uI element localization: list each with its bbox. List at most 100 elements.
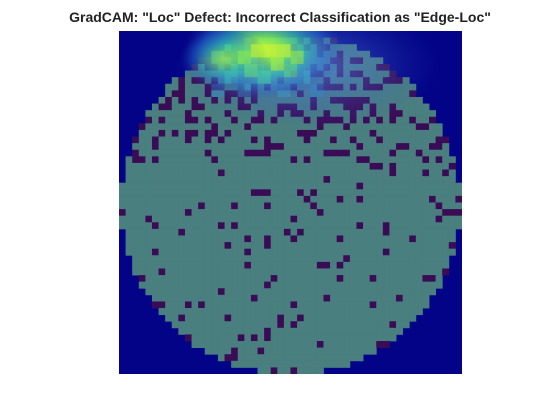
die-cell [277, 348, 284, 355]
die-defect-cell [337, 150, 344, 157]
die-cell [172, 170, 179, 177]
die-cell [356, 150, 363, 157]
die-cell [271, 170, 278, 177]
die-cell [277, 275, 284, 282]
heat-block [238, 51, 251, 64]
die-cell [396, 229, 403, 236]
die-cell [198, 308, 205, 315]
die-defect-cell [264, 334, 271, 341]
die-cell [337, 282, 344, 289]
die-cell [165, 268, 172, 275]
die-cell [284, 341, 291, 348]
die-cell [271, 150, 278, 157]
die-defect-cell [436, 137, 443, 144]
die-cell [251, 255, 258, 262]
die-cell [422, 104, 429, 111]
die-cell [284, 222, 291, 229]
die-cell [205, 321, 212, 328]
die-cell [159, 275, 166, 282]
die-cell [205, 249, 212, 256]
die-cell [218, 150, 225, 157]
die-cell [238, 123, 245, 130]
die-cell [317, 249, 324, 256]
die-cell [317, 301, 324, 308]
die-cell [238, 282, 245, 289]
die-cell [277, 130, 284, 137]
die-cell [218, 209, 225, 216]
die-cell [165, 163, 172, 170]
die-cell [178, 216, 185, 223]
die-cell [244, 176, 251, 183]
die-cell [350, 321, 357, 328]
die-cell [284, 354, 291, 361]
die-cell [297, 295, 304, 302]
die-cell [211, 328, 218, 335]
die-cell [429, 255, 436, 262]
heat-block [238, 84, 251, 97]
die-defect-cell [119, 209, 126, 216]
die-cell [172, 301, 179, 308]
die-cell [211, 255, 218, 262]
die-cell [409, 222, 416, 229]
die-cell [343, 301, 350, 308]
die-cell [376, 216, 383, 223]
die-cell [370, 196, 377, 203]
die-cell [396, 255, 403, 262]
die-cell [383, 137, 390, 144]
die-cell [172, 123, 179, 130]
die-cell [363, 170, 370, 177]
die-cell [225, 203, 232, 210]
die-cell [337, 170, 344, 177]
die-cell [277, 334, 284, 341]
die-cell [211, 137, 218, 144]
die-cell [178, 163, 185, 170]
die-cell [244, 137, 251, 144]
die-cell [291, 229, 298, 236]
die-cell [403, 255, 410, 262]
die-defect-cell [264, 282, 271, 289]
die-cell [198, 150, 205, 157]
die-cell [238, 130, 245, 137]
die-cell [416, 110, 423, 117]
die-cell [356, 163, 363, 170]
die-cell [231, 170, 238, 177]
die-cell [449, 235, 456, 242]
die-cell [218, 163, 225, 170]
die-cell [205, 222, 212, 229]
die-cell [185, 150, 192, 157]
die-cell [145, 275, 152, 282]
die-cell [205, 229, 212, 236]
die-cell [343, 216, 350, 223]
die-defect-cell [251, 295, 258, 302]
die-cell [165, 84, 172, 91]
heat-block [251, 44, 264, 57]
die-cell [211, 216, 218, 223]
die-defect-cell [264, 143, 271, 150]
die-cell [225, 235, 232, 242]
die-cell [225, 183, 232, 190]
die-cell [244, 361, 251, 368]
die-cell [198, 130, 205, 137]
die-cell [271, 334, 278, 341]
die-cell [317, 163, 324, 170]
die-cell [356, 341, 363, 348]
die-cell [317, 255, 324, 262]
die-cell [330, 183, 337, 190]
die-cell [284, 183, 291, 190]
die-cell [198, 334, 205, 341]
die-cell [323, 308, 330, 315]
die-cell [291, 249, 298, 256]
die-cell [389, 196, 396, 203]
die-cell [343, 229, 350, 236]
die-cell [264, 156, 271, 163]
die-cell [258, 170, 265, 177]
die-cell [211, 196, 218, 203]
die-cell [304, 295, 311, 302]
die-cell [244, 308, 251, 315]
die-cell [363, 268, 370, 275]
die-cell [211, 249, 218, 256]
die-cell [198, 143, 205, 150]
die-cell [244, 354, 251, 361]
die-cell [178, 275, 185, 282]
die-cell [337, 209, 344, 216]
